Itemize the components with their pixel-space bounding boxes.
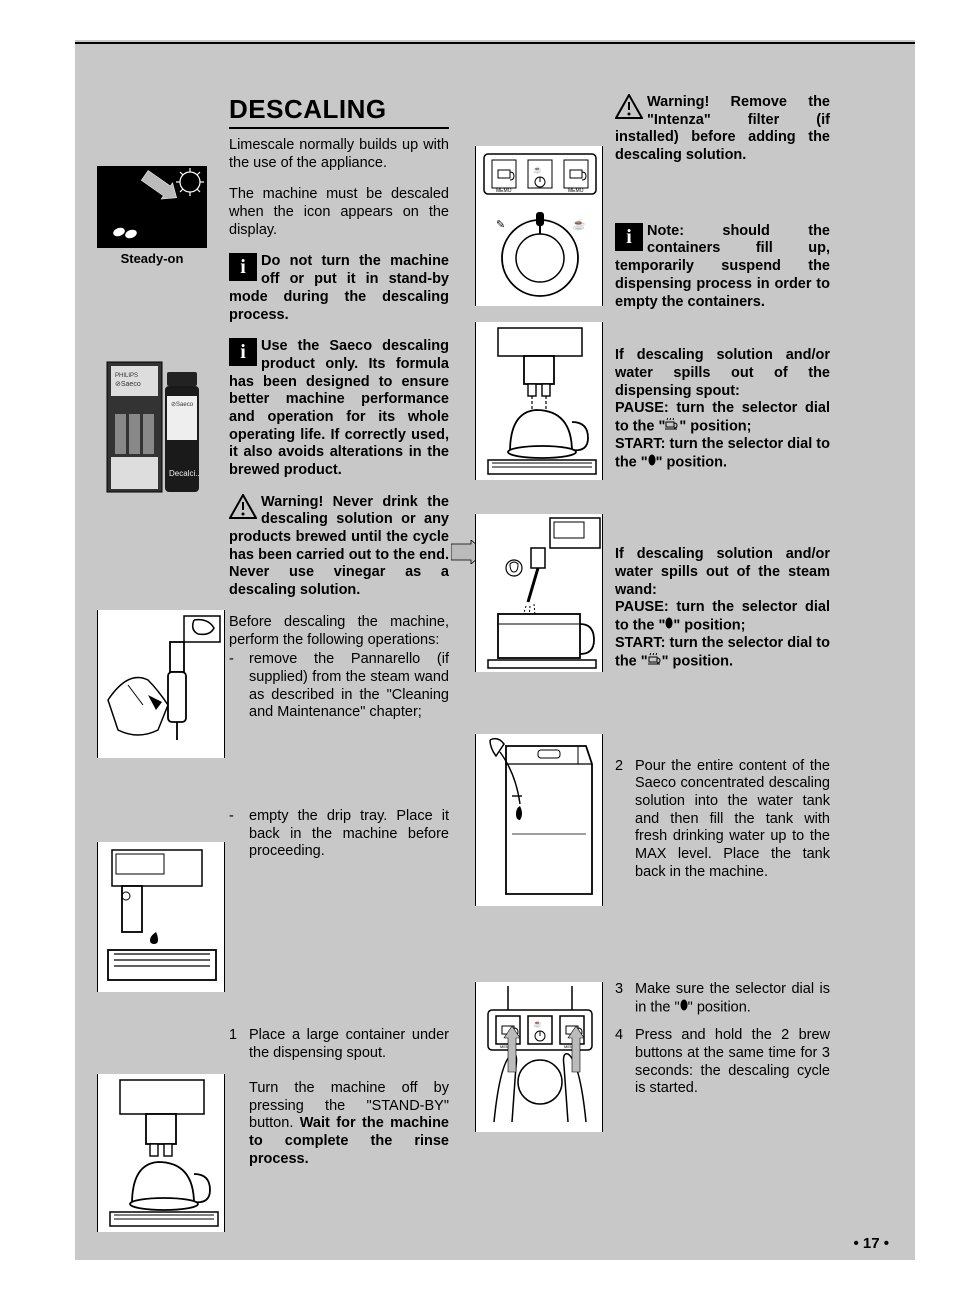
step4-text: Press and hold the 2 brew buttons at the…	[635, 1027, 830, 1098]
right-illustration-column: ☕ MEMOMEMO ✎ ☕	[475, 42, 605, 1262]
display-icon-illus: Steady-on	[97, 166, 207, 248]
steam-pause-suffix: " position;	[673, 618, 745, 634]
bullet-2: - empty the drip tray. Place it back in …	[229, 808, 449, 861]
right-text-column: Warning! Remove the "Intenza" filter (if…	[615, 94, 830, 1108]
cup-icon	[648, 653, 662, 671]
info-text-1: Do not turn the machine off or put it in…	[229, 253, 449, 322]
num-1: 1	[229, 1027, 249, 1169]
svg-text:Decalci..: Decalci..	[169, 469, 200, 478]
info-icon: i	[615, 223, 643, 251]
info-callout-2: i Use the Saeco descaling product only. …	[229, 338, 449, 480]
container-spout-illus	[97, 1074, 225, 1232]
bullet-1-text: remove the Pannarello (if supplied) from…	[249, 651, 449, 722]
section-title: DESCALING	[229, 94, 449, 129]
warning-callout-1: Warning! Never drink the descaling solut…	[229, 494, 449, 600]
svg-text:✎: ✎	[496, 219, 505, 231]
info-text-2: Use the Saeco descaling product only. It…	[229, 338, 449, 478]
before-ops: Before descaling the machine, perform th…	[229, 614, 449, 649]
bullet-1: - remove the Pannarello (if supplied) fr…	[229, 651, 449, 722]
svg-text:MEMO: MEMO	[568, 188, 584, 194]
dash-marker: -	[229, 808, 249, 861]
step3-suffix: " position.	[688, 1000, 751, 1016]
num-2: 2	[615, 758, 635, 882]
left-text-column: DESCALING Limescale normally builds up w…	[229, 94, 449, 1179]
two-buttons-illus: ☕ MEMOMEMO	[475, 982, 603, 1132]
info-callout-3: i Note: should the containers fill up, t…	[615, 223, 830, 311]
steam-wand-illus	[475, 514, 603, 672]
water-tank-illus	[475, 734, 603, 906]
spout-line1: If descaling solution and/or water spill…	[615, 347, 830, 398]
step2-text: Pour the entire content of the Saeco con…	[635, 758, 830, 882]
dash-marker: -	[229, 651, 249, 722]
intro-p2: The machine must be descaled when the ic…	[229, 186, 449, 239]
num-4: 4	[615, 1027, 635, 1098]
page-content: Steady-on PHILIPS ⊘Saeco ⊘Saeco Decalci.…	[75, 42, 915, 1262]
step1-a: Place a large container under the dispen…	[249, 1027, 449, 1061]
intro-p1: Limescale normally builds up with the us…	[229, 137, 449, 172]
steady-on-label: Steady-on	[97, 251, 207, 266]
descaling-product-illus: PHILIPS ⊘Saeco ⊘Saeco Decalci..	[97, 352, 221, 502]
bean-icon	[648, 454, 656, 472]
bean-icon	[680, 999, 688, 1017]
drip-tray-illus	[97, 842, 225, 992]
num-3: 3	[615, 981, 635, 1017]
info-icon: i	[229, 253, 257, 281]
spout-start-suffix: " position.	[656, 455, 727, 471]
step-3: 3 Make sure the selector dial is in the …	[615, 981, 830, 1017]
info-text-3: Note: should the containers fill up, tem…	[615, 223, 830, 310]
info-icon: i	[229, 338, 257, 366]
steam-block: If descaling solution and/or water spill…	[615, 546, 830, 671]
step-1: 1 Place a large container under the disp…	[229, 1027, 449, 1169]
cup-dispense-illus	[475, 322, 603, 480]
control-panel-illus: ☕ MEMO MEMO ✎ ☕	[475, 146, 603, 306]
cup-icon	[665, 418, 679, 436]
page-number: • 17 •	[853, 1235, 889, 1252]
svg-text:⊘Saeco: ⊘Saeco	[115, 381, 141, 388]
warning-icon	[615, 94, 643, 119]
pannarello-illus	[97, 610, 225, 758]
bullet-2-text: empty the drip tray. Place it back in th…	[249, 808, 449, 861]
svg-text:PHILIPS: PHILIPS	[115, 373, 138, 379]
warning-icon	[229, 494, 257, 519]
steam-start-suffix: " position.	[662, 654, 733, 670]
info-callout-1: i Do not turn the machine off or put it …	[229, 253, 449, 324]
step-4: 4 Press and hold the 2 brew buttons at t…	[615, 1027, 830, 1098]
svg-text:⊘Saeco: ⊘Saeco	[171, 402, 194, 408]
spout-pause-suffix: " position;	[679, 419, 751, 435]
svg-text:☕: ☕	[533, 1019, 542, 1028]
svg-text:☕: ☕	[533, 165, 542, 174]
warning-callout-2: Warning! Remove the "Intenza" filter (if…	[615, 94, 830, 165]
warning-text-1: Warning! Never drink the descaling solut…	[229, 494, 449, 598]
spout-block: If descaling solution and/or water spill…	[615, 347, 830, 472]
warning-text-2: Warning! Remove the "Intenza" filter (if…	[615, 94, 830, 163]
svg-text:☕: ☕	[572, 217, 586, 231]
step-2: 2 Pour the entire content of the Saeco c…	[615, 758, 830, 882]
steam-line1: If descaling solution and/or water spill…	[615, 546, 830, 597]
left-illustration-column: Steady-on PHILIPS ⊘Saeco ⊘Saeco Decalci.…	[97, 42, 227, 1262]
svg-text:MEMO: MEMO	[496, 188, 512, 194]
